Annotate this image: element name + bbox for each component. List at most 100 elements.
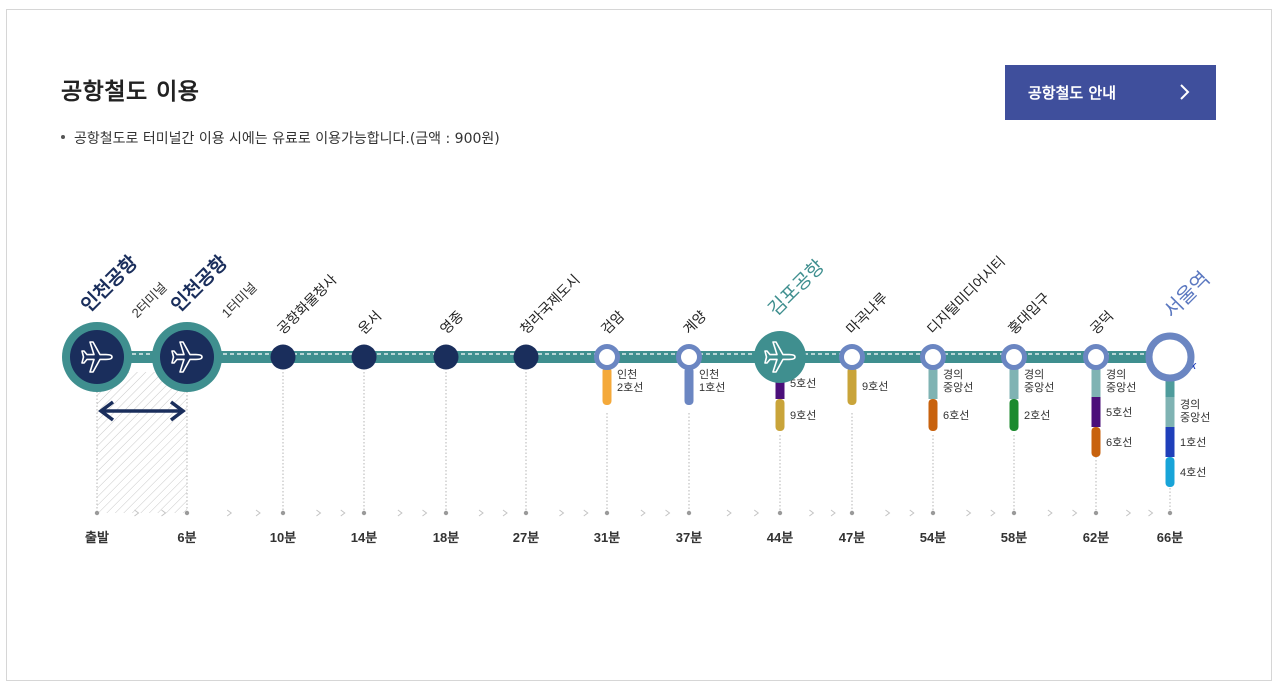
page-title: 공항철도 이용 [61,79,200,105]
transfer-line-bar [1091,397,1101,427]
transfer-line-label: 6호선 [1106,436,1132,449]
axis-arrow-icon [1047,509,1053,517]
station-name-group: 서울역 [1159,267,1214,322]
transfer-line-label: 경의 중앙선 [1180,398,1210,424]
travel-time-label: 44분 [767,530,793,545]
airplane-icon [764,341,796,373]
station-name-group: 마곡나루 [843,289,891,337]
station-name: 김포공항 [764,256,829,321]
airport-station-core [754,331,806,383]
transfer-line-bar [1165,427,1175,457]
axis-arrow-icon [583,509,589,517]
transfer-line-label: 경의 중앙선 [1024,368,1054,394]
axis-dot [1167,510,1173,516]
axis-dot [361,510,367,516]
station-dot [433,344,459,370]
axis-dot [849,510,855,516]
transfer-line-bar [928,367,938,399]
transfer-line-bar [1165,457,1175,487]
arrow-right-icon [169,400,186,422]
terminus-station-ring [1145,332,1195,382]
transfer-line-label: 인천 1호선 [699,367,725,394]
axis-arrow-icon [753,509,760,517]
airport-station-core [70,330,124,384]
axis-arrow-icon [830,509,836,517]
travel-time-label: 출발 [85,530,109,545]
arrow-left-icon [98,400,115,422]
axis-dot [280,510,286,516]
axis-arrow-icon [226,509,233,517]
station-name: 공덕 [1087,308,1117,338]
station-name-group: 공항화물청사 [274,271,340,337]
travel-time-label: 54분 [920,530,946,545]
axis-arrow-icon [1072,509,1078,517]
transfer-line-label: 9호선 [862,380,888,393]
axis-dot [1011,510,1017,516]
airplane-icon [171,341,203,373]
bullet-icon [61,135,65,139]
transfer-line-bar [1009,367,1019,399]
transfer-station-ring [920,344,946,370]
travel-time-label: 47분 [839,530,865,545]
travel-time-label: 18분 [433,530,459,545]
axis-dot [184,510,190,516]
travel-time-label: 58분 [1001,530,1027,545]
axis-dot [686,510,692,516]
transfer-line-label: 5호선 [790,377,816,390]
travel-time-label: 10분 [270,530,296,545]
axis-arrow-icon [809,509,815,517]
station-name-group: 김포공항 [764,256,829,321]
station-name: 디지털미디어시티 [924,253,1008,337]
axis-dot [443,510,449,516]
axis-arrow-icon [397,509,403,517]
axis-arrow-icon [909,509,915,517]
axis-arrow-icon [478,509,484,517]
station-name: 계양 [680,308,710,338]
axis-arrow-icon [640,509,646,517]
transfer-line-label: 9호선 [790,409,816,422]
station-name: 검암 [598,308,628,338]
airplane-icon [81,341,113,373]
station-name: 홍대입구 [1005,289,1053,337]
fare-note: 공항철도로 터미널간 이용 시에는 유료로 이용가능합니다.(금액 : 900원… [61,128,500,148]
terminal-name: 2터미널 [129,280,170,321]
transfer-line-bar [684,367,694,405]
travel-time-label: 37분 [676,530,702,545]
transfer-line-bar [1009,399,1019,431]
transfer-line-label: 4호선 [1180,466,1206,479]
axis-arrow-icon [966,509,972,517]
station-name-group: 홍대입구 [1005,289,1053,337]
transfer-line-bar [775,399,785,431]
transfer-station-ring [594,344,620,370]
axis-arrow-icon [559,509,565,517]
transfer-line-label: 2호선 [1024,409,1050,422]
transfer-line-bar [1091,367,1101,397]
axis-arrow-icon [1126,509,1132,517]
axis-arrow-icon [885,509,891,517]
axis-arrow-icon [502,509,508,517]
axis-arrow-icon [316,509,322,517]
airport-station-core [160,330,214,384]
transfer-line-bar [847,367,857,405]
station-name: 공항화물청사 [274,271,340,337]
terminal-name: 1터미널 [219,280,260,321]
axis-dot [604,510,610,516]
axis-arrow-icon [134,509,140,517]
station-name-group: 검암 [598,308,628,338]
travel-time-label: 14분 [351,530,377,545]
axis-dot [1093,510,1099,516]
station-dot [513,344,539,370]
station-name: 영종 [437,308,467,338]
axis-arrow-icon [990,509,996,517]
station-name-group: 공덕 [1087,308,1117,338]
station-dot [270,344,296,370]
transfer-line-bar [1165,367,1175,397]
transfer-line-label: 6호선 [943,409,969,422]
transfer-line-bar [602,367,612,405]
station-name-group: 영종 [437,308,467,338]
airport-railroad-guide-button[interactable]: 공항철도 안내 [1005,65,1216,120]
axis-dot [523,510,529,516]
station-name: 서울역 [1159,267,1214,322]
transfer-line-label: 인천 2호선 [617,367,643,394]
